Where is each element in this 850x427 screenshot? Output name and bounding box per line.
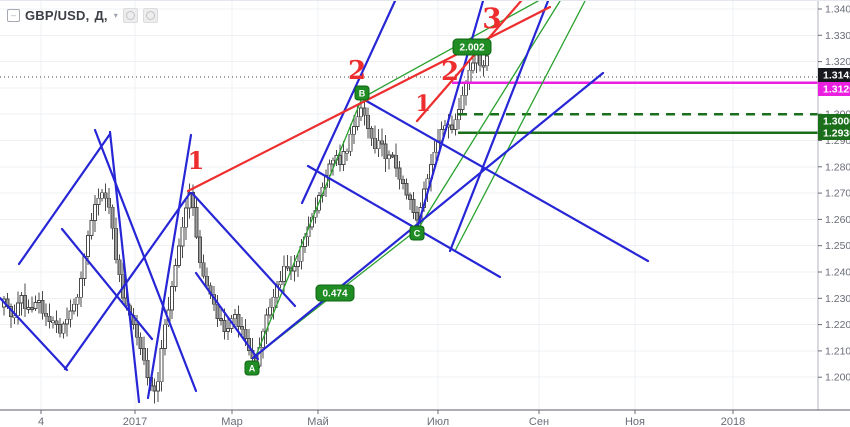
trend-line[interactable] xyxy=(0,296,69,372)
gridlines xyxy=(0,1,818,410)
time-tick-label: 4 xyxy=(38,416,44,427)
trend-line[interactable] xyxy=(448,1,550,253)
wave-number[interactable]: 2 xyxy=(348,56,366,86)
price-tick-label: 1.2700 xyxy=(825,188,850,200)
trend-line[interactable] xyxy=(251,71,605,360)
current-price-tag xyxy=(818,68,850,82)
fib-value-label[interactable]: 0.474 xyxy=(322,289,347,300)
wave-number[interactable]: 1 xyxy=(415,91,430,117)
time-tick-label: Сен xyxy=(529,416,549,427)
trend-line[interactable] xyxy=(146,133,193,400)
wave-number[interactable]: 2 xyxy=(441,57,459,87)
price-axis[interactable]: 1.34001.33001.32001.31001.30001.29001.28… xyxy=(817,1,850,427)
price-tick-label: 1.2300 xyxy=(825,293,850,305)
price-tick-label: 1.2400 xyxy=(825,267,850,279)
chevron-down-icon[interactable]: ▾ xyxy=(113,11,118,20)
time-axis[interactable]: 4 2017 Мар Май Июл Сен Ноя 2018 xyxy=(0,409,850,427)
time-tick-label: Мар xyxy=(221,416,243,427)
price-tick-label: 1.2600 xyxy=(825,214,850,226)
current-price-tag-text: 1.3142 xyxy=(823,70,850,82)
price-tick-label: 1.2000 xyxy=(825,372,850,384)
trend-line[interactable] xyxy=(361,97,650,263)
point-badge-label[interactable]: B xyxy=(359,89,366,99)
price-tick-label: 1.3200 xyxy=(825,56,850,68)
fib-value-label[interactable]: 2.002 xyxy=(459,43,484,54)
symbol-title[interactable]: GBP/USD, xyxy=(25,8,90,23)
trend-lines[interactable] xyxy=(252,1,586,359)
trend-line[interactable] xyxy=(194,271,260,361)
point-badge-label[interactable]: C xyxy=(414,229,421,239)
trend-line[interactable] xyxy=(361,1,539,99)
price-tick-label: 1.2800 xyxy=(825,161,850,173)
green-dashed-level-tag-text: 1.3000 xyxy=(823,116,850,128)
trend-line[interactable] xyxy=(415,1,523,123)
price-tick-label: 1.3300 xyxy=(825,30,850,42)
time-tick-label: Июл xyxy=(427,416,449,427)
price-tick-label: 1.2100 xyxy=(825,345,850,357)
time-tick-label: 2018 xyxy=(721,416,745,427)
time-tick-label: 2017 xyxy=(123,416,147,427)
collapse-icon[interactable]: – xyxy=(7,9,20,22)
trend-line[interactable] xyxy=(417,1,561,230)
symbol-legend[interactable]: – GBP/USD, Д, ▾ xyxy=(7,8,158,23)
price-tick-label: 1.3400 xyxy=(825,4,850,16)
horizontal-levels[interactable] xyxy=(0,76,818,134)
trend-line[interactable] xyxy=(306,164,502,279)
trend-line[interactable] xyxy=(300,1,397,205)
wave-number[interactable]: 3 xyxy=(482,2,501,35)
trend-line[interactable] xyxy=(63,191,192,371)
price-tick-label: 1.2500 xyxy=(825,240,850,252)
time-tick-label: Май xyxy=(307,416,329,427)
green-solid-level-tag-text: 1.2930 xyxy=(823,128,850,140)
trend-line[interactable] xyxy=(454,1,586,252)
settings-icon[interactable] xyxy=(142,8,158,23)
green-solid-level-tag xyxy=(818,126,850,140)
point-badges[interactable]: A B C 0.474 2.002 xyxy=(244,38,492,376)
trend-line[interactable] xyxy=(60,227,154,341)
hide-icon[interactable] xyxy=(122,8,138,23)
time-tick-label: Ноя xyxy=(625,416,645,427)
magenta-level-tag xyxy=(818,82,850,96)
trend-line[interactable] xyxy=(93,128,198,393)
trend-line[interactable] xyxy=(108,130,141,404)
point-badge-label[interactable]: A xyxy=(249,364,256,374)
magenta-level-tag-text: 1.3120 xyxy=(823,84,850,96)
trend-line[interactable] xyxy=(17,132,112,266)
interval-label[interactable]: Д, xyxy=(94,8,108,23)
trend-line[interactable] xyxy=(254,97,363,359)
green-dashed-level-tag xyxy=(818,114,850,128)
wave-number[interactable]: 1 xyxy=(188,146,205,175)
trend-lines[interactable] xyxy=(0,1,650,404)
price-tick-label: 1.2200 xyxy=(825,319,850,331)
trend-line[interactable] xyxy=(190,191,297,308)
